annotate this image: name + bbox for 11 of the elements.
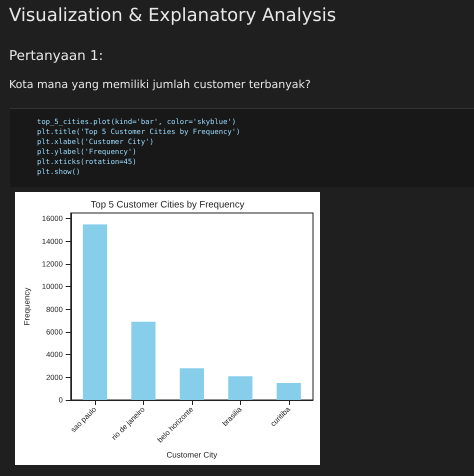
bar <box>180 368 204 400</box>
bar <box>82 224 108 400</box>
text: Visualization & Explanatory Analysis <box>9 5 336 26</box>
text: Kota mana yang memiliki jumlah customer terbanyak? <box>9 78 311 91</box>
text: Pertanyaan 1: <box>9 48 104 64</box>
y-axis-title: Frequency <box>22 288 32 326</box>
bar <box>228 376 252 400</box>
x-axis-title: Customer City <box>166 450 218 460</box>
chart-title: Top 5 Customer Cities by Frequency <box>90 200 245 210</box>
bar <box>131 322 156 400</box>
bar <box>276 383 301 400</box>
